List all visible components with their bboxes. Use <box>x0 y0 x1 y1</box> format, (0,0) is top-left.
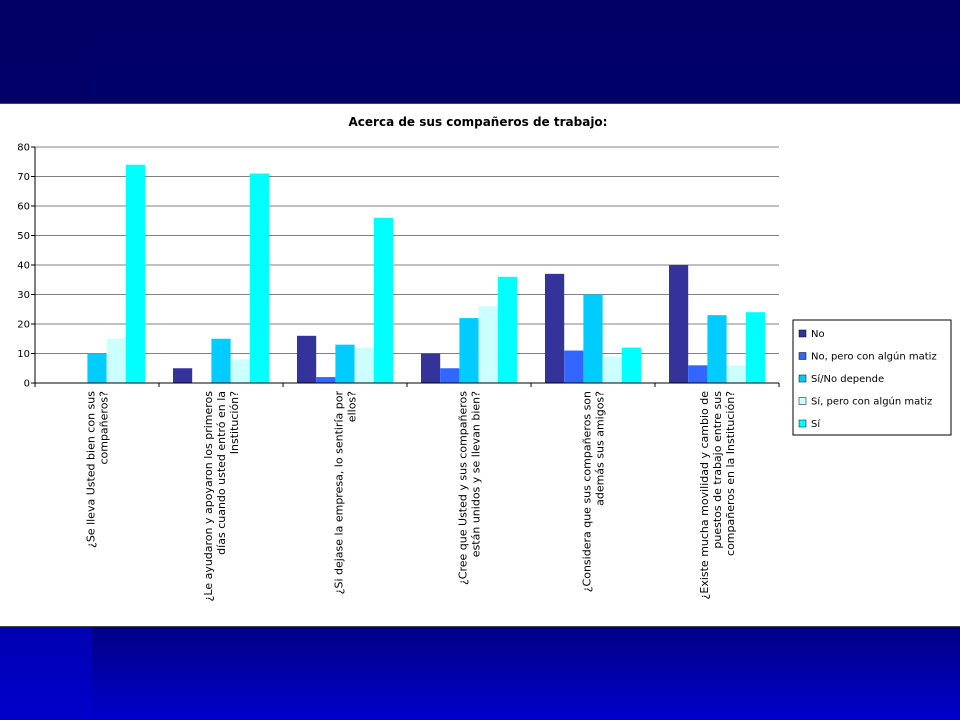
category-label: están unidos y se llevan bien? <box>470 391 483 557</box>
category-label: ¿Si dejase la empresa, lo sentiría por <box>333 391 346 595</box>
bar <box>478 306 498 383</box>
legend-swatch <box>798 352 807 360</box>
y-tick-label: 40 <box>17 261 30 272</box>
legend: No No, pero con algún matiz Sí/No depende S… <box>792 319 952 436</box>
bars <box>87 164 765 383</box>
bar <box>335 344 355 383</box>
bar <box>745 312 765 383</box>
bar <box>688 365 708 383</box>
bar <box>669 265 689 383</box>
category-label: puestos de trabajo entre sus <box>711 391 724 549</box>
legend-swatch <box>798 397 807 405</box>
bar <box>545 273 565 383</box>
y-tick-label: 70 <box>17 172 30 183</box>
category-labels: ¿Se lleva Usted bien con sus compañeros? ¿… <box>85 391 738 602</box>
category-label: además sus amigos? <box>594 391 607 506</box>
bar-chart: Acerca de sus compañeros de trabajo: 0 10… <box>17 115 952 602</box>
category-label: ellos? <box>346 391 359 422</box>
y-tick-label: 10 <box>17 349 30 360</box>
chart-title: Acerca de sus compañeros de trabajo: <box>349 115 608 129</box>
legend-label: No <box>811 329 825 340</box>
y-tick-label: 80 <box>17 143 30 154</box>
y-tick-label: 50 <box>17 231 30 242</box>
bar <box>354 347 374 383</box>
category-label: compañeros en la Institución? <box>724 391 737 556</box>
bar <box>87 353 107 383</box>
category-label: ¿Se lleva Usted bien con sus <box>85 391 98 548</box>
category-label: compañeros? <box>98 391 111 465</box>
bar <box>249 173 269 383</box>
bar <box>707 315 727 383</box>
bar <box>125 164 145 383</box>
bar <box>583 294 603 383</box>
axes <box>31 146 780 387</box>
chart-panel: Acerca de sus compañeros de trabajo: 0 10… <box>0 103 960 627</box>
legend-box <box>792 319 952 436</box>
bar <box>421 353 441 383</box>
bar <box>497 276 517 383</box>
grid-lines <box>35 146 779 354</box>
legend-swatch <box>798 329 807 338</box>
legend-label: Sí, pero con algún matiz <box>811 396 932 408</box>
category-label: ¿Le ayudaron y apoyaron los primeros <box>202 391 215 602</box>
category-label: días cuando usted entró en la <box>215 391 228 555</box>
bar <box>459 318 479 383</box>
legend-label: No, pero con algún matiz <box>811 351 937 363</box>
bar <box>621 347 641 383</box>
y-tick-label: 60 <box>17 202 30 213</box>
bar <box>211 338 231 383</box>
legend-label: Sí <box>811 418 821 430</box>
bar <box>564 350 584 383</box>
category-label: ¿Cree que Usted y sus compañeros <box>457 391 470 585</box>
bar <box>316 377 336 383</box>
bar <box>230 359 250 383</box>
y-tick-labels: 0 10 20 30 40 50 60 70 80 <box>17 143 30 390</box>
bar <box>726 365 746 383</box>
legend-swatch <box>798 374 807 383</box>
bar <box>297 335 317 383</box>
y-tick-label: 0 <box>24 379 30 390</box>
legend-swatch <box>798 419 807 428</box>
bar <box>373 217 393 383</box>
y-tick-label: 30 <box>17 290 30 301</box>
y-tick-label: 20 <box>17 320 30 331</box>
bar <box>602 356 622 383</box>
bar <box>106 338 126 383</box>
legend-label: Sí/No depende <box>811 373 884 385</box>
category-label: ¿Existe mucha movilidad y cambio de <box>698 391 711 600</box>
bar <box>440 368 460 383</box>
category-label: ¿Considera que sus compañeros son <box>581 391 594 592</box>
bar <box>173 368 193 383</box>
category-label: Institución? <box>228 391 241 454</box>
